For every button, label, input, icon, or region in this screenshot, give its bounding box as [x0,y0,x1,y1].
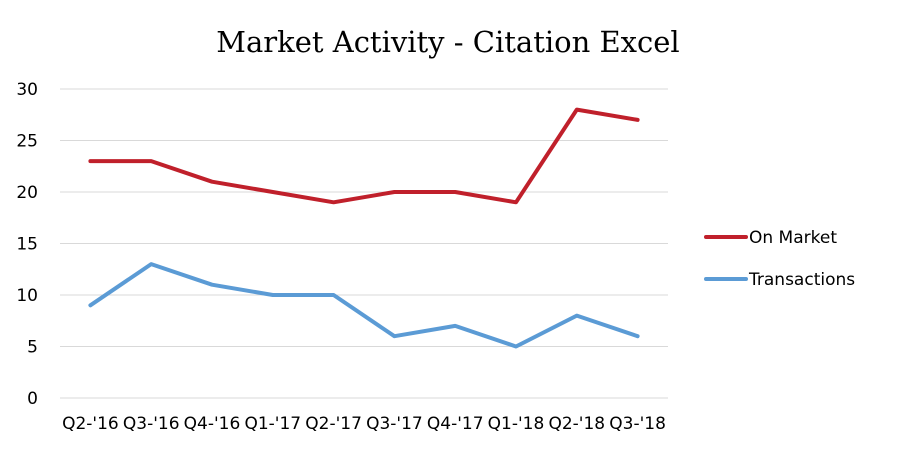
legend: On Market Transactions [704,228,855,290]
y-tick-label: 0 [27,389,38,409]
series-line-2 [88,262,640,349]
gridlines [60,88,668,399]
x-tick-label: Q2-'17 [305,414,362,434]
y-tick-label: 20 [16,183,38,203]
legend-item: Transactions [704,270,855,290]
legend-label: Transactions [748,270,855,290]
x-tick-label: Q4-'17 [427,414,484,434]
series-lines [88,107,640,349]
y-tick-label: 30 [16,80,38,100]
x-tick-label: Q2-'18 [548,414,605,434]
y-tick-label: 15 [16,235,38,255]
legend-label: On Market [749,228,837,248]
chart-title: Market Activity - Citation Excel [216,25,679,59]
legend-item: On Market [704,228,837,248]
x-tick-label: Q1-'18 [488,414,545,434]
x-tick-label: Q3-'17 [366,414,423,434]
x-tick-label: Q2-'16 [62,414,119,434]
x-tick-label: Q4-'16 [184,414,241,434]
y-tick-label: 10 [16,286,38,306]
x-tick-label: Q3-'18 [609,414,666,434]
series-line-1 [88,107,640,205]
x-tick-label: Q3-'16 [123,414,180,434]
y-axis-ticks: 0 5 10 15 20 25 30 [16,80,38,409]
y-tick-label: 5 [27,338,38,358]
x-axis-ticks: Q2-'16 Q3-'16 Q4-'16 Q1-'17 Q2-'17 Q3-'17 Q4-'… [62,414,666,434]
x-tick-label: Q1-'17 [244,414,301,434]
y-tick-label: 25 [16,132,38,152]
